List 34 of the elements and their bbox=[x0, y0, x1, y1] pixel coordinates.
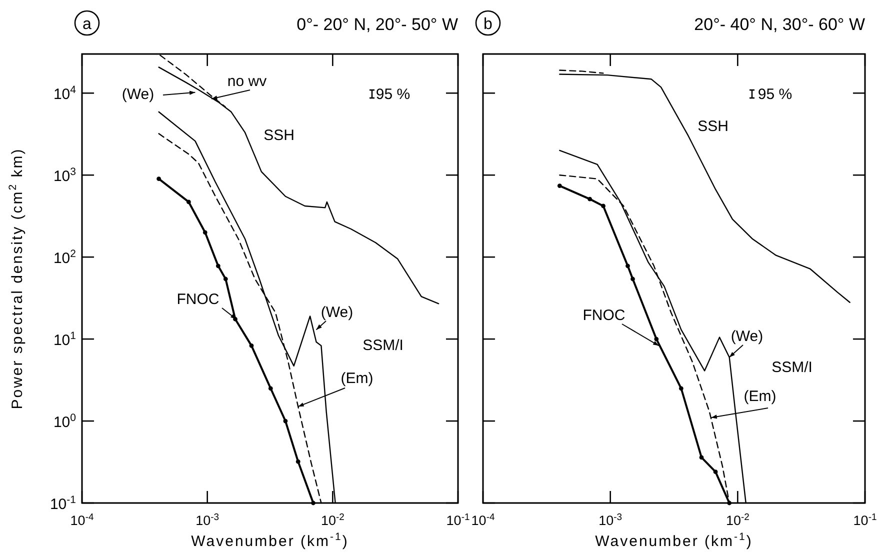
x-tick-label: 10$^{-4}$ bbox=[471, 512, 495, 528]
text: SSM/I bbox=[772, 359, 812, 376]
series-label: SSH bbox=[264, 127, 294, 144]
y-tick-label: 10$^{1}$ bbox=[53, 330, 76, 350]
annotation: FNOC bbox=[176, 291, 220, 308]
annotation: FNOC bbox=[582, 307, 626, 324]
x-axis-title: Wavenumber (km$^{-1}$) bbox=[191, 531, 349, 550]
x-tick-label: 10$^{-3}$ bbox=[196, 512, 220, 528]
x-tick-label: 10$^{-2}$ bbox=[726, 512, 750, 528]
annotation: (Em) bbox=[340, 370, 374, 387]
y-tick-label: 10$^{4}$ bbox=[53, 84, 76, 104]
annotation: 95 % bbox=[376, 86, 410, 103]
x-tick-label: 10$^{-4}$ bbox=[70, 512, 94, 528]
x-tick-label: 10$^{-1}$ bbox=[446, 512, 470, 528]
annotation: no wv bbox=[227, 73, 268, 90]
chart-subtitle: a bbox=[82, 16, 92, 33]
annotation: (Em) bbox=[744, 388, 776, 405]
x-tick-label: 10$^{-3}$ bbox=[598, 512, 622, 528]
x-tick-label: 10$^{-1}$ bbox=[853, 512, 877, 528]
y-tick-label: 10$^{-1}$ bbox=[50, 494, 76, 513]
chart-subtitle: b bbox=[484, 16, 493, 33]
x-tick-label: 10$^{-2}$ bbox=[320, 512, 344, 528]
series-label: SSH bbox=[698, 118, 728, 135]
annotation: (We) bbox=[730, 328, 764, 345]
y-tick-label: 10$^{2}$ bbox=[53, 248, 76, 268]
text: SSM/I bbox=[362, 337, 404, 354]
annotation: (We) bbox=[320, 304, 354, 321]
annotation: (We) bbox=[122, 86, 154, 103]
y-tick-label: 10$^{3}$ bbox=[53, 166, 76, 186]
y-tick-label: 10$^{0}$ bbox=[53, 412, 76, 432]
x-axis-title: Wavenumber (km$^{-1}$) bbox=[595, 531, 753, 550]
chart-title: 20°- 40° N, 30°- 60° W bbox=[694, 15, 865, 34]
annotation: 95 % bbox=[758, 86, 792, 103]
chart-title: 0°- 20° N, 20°- 50° W bbox=[296, 15, 458, 34]
